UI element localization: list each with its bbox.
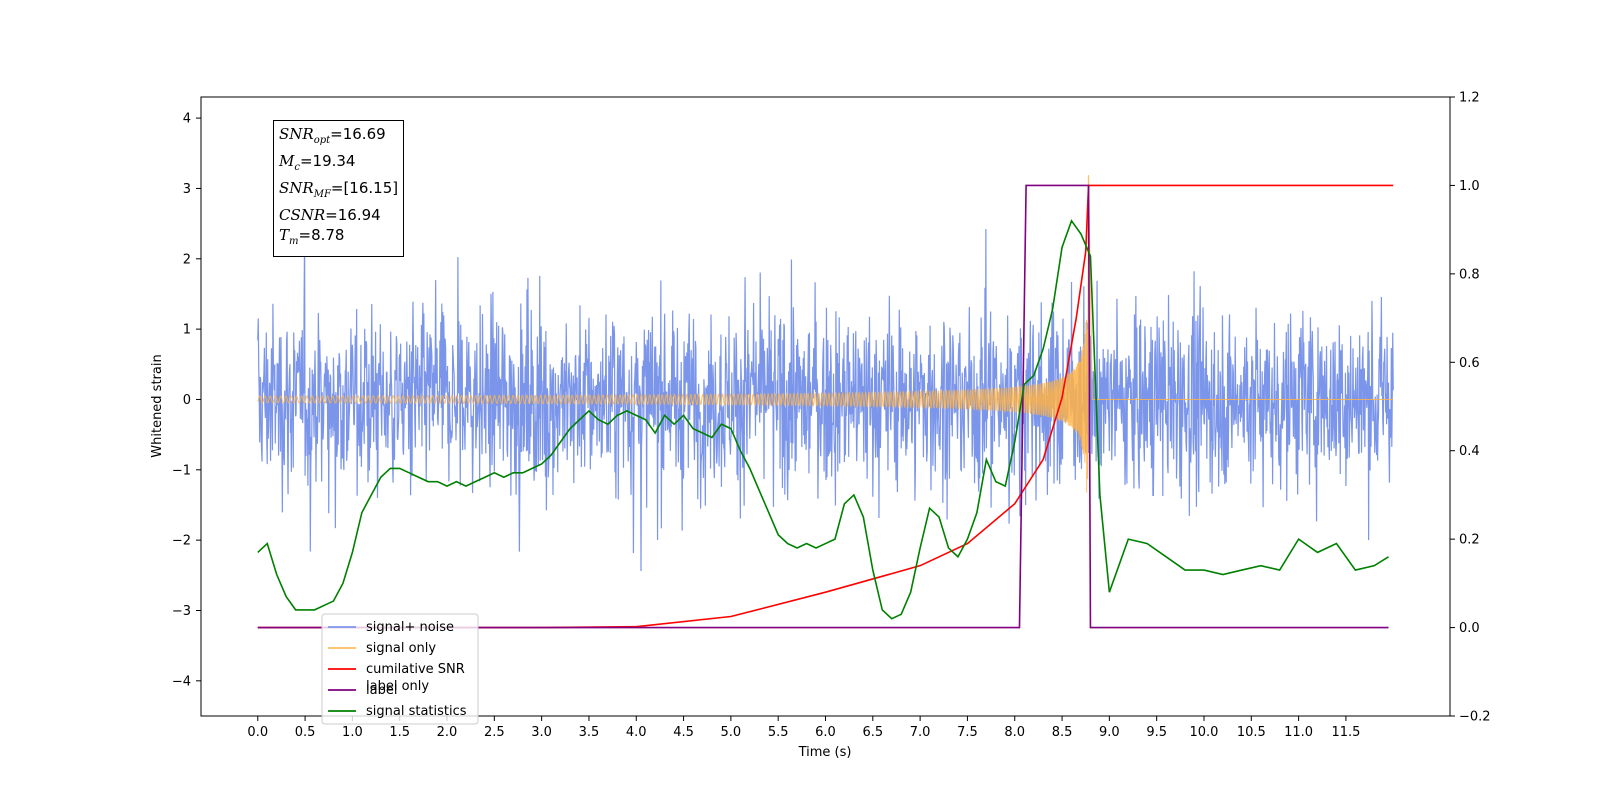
- x-tick-label: 5.0: [721, 725, 742, 740]
- series-cumilative-snr: [257, 184, 1394, 629]
- y2-tick-label: 0.8: [1459, 267, 1480, 282]
- y-tick-label: 4: [183, 112, 191, 127]
- y2-tick-label: −0.2: [1459, 710, 1491, 725]
- x-tick-label: 11.0: [1284, 725, 1313, 740]
- legend-hidden-text: label only: [366, 679, 429, 694]
- x-tick-label: 10.0: [1190, 725, 1219, 740]
- y2-tick-label: 0.6: [1459, 356, 1480, 371]
- x-tick-label: 7.0: [910, 725, 931, 740]
- legend-entry: signal statistics: [366, 704, 467, 719]
- x-tick-label: 6.0: [815, 725, 836, 740]
- y-tick-label: −2: [172, 534, 191, 549]
- legend: label only signal+ noise signal only cumila…: [321, 613, 479, 725]
- x-tick-label: 5.5: [768, 725, 789, 740]
- x-tick-label: 11.5: [1331, 725, 1360, 740]
- y-tick-label: −1: [172, 463, 191, 478]
- series-label: [257, 184, 1389, 629]
- y2-axis: 1.2 1.0 0.8 0.6 0.4 0.2 0.0 −0.2: [1450, 91, 1491, 725]
- x-tick-label: 2.5: [484, 725, 505, 740]
- legend-box: [321, 613, 479, 725]
- y2-tick-label: 0.4: [1459, 444, 1480, 459]
- x-tick-label: 8.5: [1052, 725, 1073, 740]
- y-tick-label: −4: [172, 674, 191, 689]
- x-tick-label: 4.5: [673, 725, 694, 740]
- y-tick-label: 3: [183, 182, 191, 197]
- legend-entry: cumilative SNR: [366, 662, 465, 677]
- x-axis-label: Time (s): [798, 745, 852, 760]
- x-axis: 0.0 0.5 1.0 1.5 2.0 2.5 3.0 3.5 4.0 4.5 5.0 5.5 6.0 6…: [247, 716, 1360, 740]
- x-tick-label: 6.5: [862, 725, 883, 740]
- x-tick-label: 0.0: [247, 725, 268, 740]
- x-tick-label: 0.5: [295, 725, 316, 740]
- x-tick-label: 9.5: [1146, 725, 1167, 740]
- x-tick-label: 7.5: [957, 725, 978, 740]
- annotation-line: SNRMF=[16.15]: [279, 179, 399, 200]
- legend-entry: signal+ noise: [366, 620, 454, 635]
- annotation-line: SNRopt=16.69: [279, 125, 386, 146]
- y2-tick-label: 1.0: [1459, 179, 1480, 194]
- y-axis: 4 3 2 1 0 −1 −2 −3 −4: [172, 112, 201, 689]
- x-tick-label: 4.0: [626, 725, 647, 740]
- series-signal-only: [257, 175, 1394, 493]
- x-tick-label: 2.0: [437, 725, 458, 740]
- legend-entry: signal only: [366, 641, 436, 656]
- x-tick-label: 10.5: [1237, 725, 1266, 740]
- legend-entry: label: [366, 683, 397, 698]
- annotation-box: SNRopt=16.69 Mc=19.34 SNRMF=[16.15] CSNR=16…: [273, 120, 405, 257]
- annotation-line: CSNR=16.94: [279, 206, 381, 224]
- x-tick-label: 3.0: [531, 725, 552, 740]
- x-tick-label: 1.5: [389, 725, 410, 740]
- annotation-line: Mc=19.34: [279, 152, 356, 173]
- y2-tick-label: 0.2: [1459, 533, 1480, 548]
- y-tick-label: 1: [183, 323, 191, 338]
- x-tick-label: 8.0: [1004, 725, 1025, 740]
- x-tick-label: 1.0: [342, 725, 363, 740]
- x-tick-label: 3.5: [579, 725, 600, 740]
- y-tick-label: −3: [172, 604, 191, 619]
- y2-tick-label: 1.2: [1459, 91, 1480, 106]
- y-tick-label: 2: [183, 252, 191, 267]
- y-tick-label: 0: [183, 393, 191, 408]
- y-axis-label: Whitened strain: [150, 354, 165, 457]
- annotation-line: Tm=8.78: [279, 226, 345, 247]
- y2-tick-label: 0.0: [1459, 621, 1480, 636]
- series-signal-noise: [257, 228, 1394, 572]
- series-signal-statistics: [257, 219, 1389, 620]
- x-tick-label: 9.0: [1099, 725, 1120, 740]
